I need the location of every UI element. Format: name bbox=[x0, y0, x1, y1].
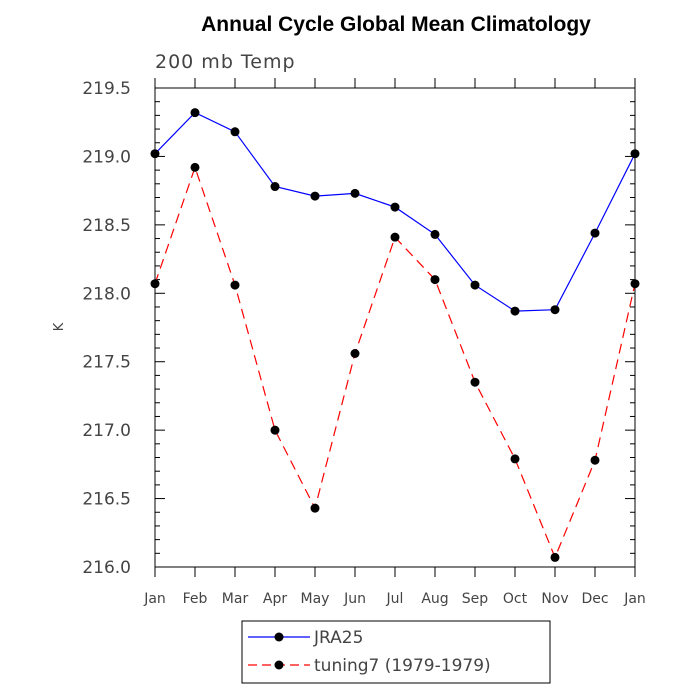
x-tick-label: Feb bbox=[183, 591, 208, 607]
legend-label-tuning7: tuning7 (1979-1979) bbox=[314, 656, 491, 676]
x-tick-label: May bbox=[301, 591, 330, 607]
y-tick-label: 219.0 bbox=[82, 147, 131, 167]
data-point bbox=[230, 280, 240, 290]
x-tick-label: Jan bbox=[143, 591, 166, 607]
data-point bbox=[550, 305, 560, 315]
data-point bbox=[190, 108, 200, 118]
data-point bbox=[270, 425, 280, 435]
data-point bbox=[190, 162, 200, 172]
data-point bbox=[350, 188, 360, 198]
axis-ticks bbox=[154, 78, 636, 577]
y-tick-label: 219.5 bbox=[82, 79, 131, 99]
y-tick-label: 217.5 bbox=[82, 353, 131, 373]
x-tick-label: Dec bbox=[581, 591, 608, 607]
x-tick-label: Sep bbox=[462, 591, 489, 607]
x-tick-label: Nov bbox=[541, 591, 568, 607]
y-tick-label: 217.0 bbox=[82, 421, 131, 441]
data-point bbox=[390, 232, 400, 242]
x-tick-label: Jun bbox=[343, 591, 366, 607]
data-point bbox=[310, 191, 320, 201]
series-layer bbox=[150, 108, 640, 562]
chart-title: Annual Cycle Global Mean Climatology bbox=[201, 13, 591, 36]
data-point bbox=[270, 182, 280, 192]
x-tick-label: Jan bbox=[623, 591, 646, 607]
legend-marker-tuning7 bbox=[274, 660, 284, 670]
y-axis-label: K bbox=[52, 322, 67, 331]
data-point bbox=[230, 127, 240, 137]
y-tick-label: 218.5 bbox=[82, 216, 131, 236]
data-point bbox=[550, 552, 560, 562]
data-point bbox=[310, 503, 320, 513]
data-point bbox=[430, 275, 440, 285]
x-tick-label: Aug bbox=[421, 591, 448, 607]
legend-marker-jra25 bbox=[274, 632, 284, 642]
x-tick-label: Jul bbox=[386, 591, 404, 607]
data-point bbox=[470, 280, 480, 290]
series-line-tuning7 bbox=[154, 165, 636, 559]
data-point bbox=[390, 202, 400, 212]
y-tick-label: 216.5 bbox=[82, 490, 131, 510]
plot-frame bbox=[154, 87, 636, 568]
data-point bbox=[430, 229, 440, 239]
y-tick-label: 218.0 bbox=[82, 284, 131, 304]
chart-subtitle: 200 mb Temp bbox=[155, 51, 296, 73]
data-point bbox=[510, 454, 520, 464]
legend: JRA25 tuning7 (1979-1979) bbox=[241, 620, 551, 684]
x-tick-label: Oct bbox=[503, 591, 528, 607]
x-tick-label: Mar bbox=[222, 591, 249, 607]
legend-box bbox=[241, 620, 551, 684]
legend-label-jra25: JRA25 bbox=[313, 628, 363, 648]
y-tick-labels: 216.0 216.5 217.0 217.5 218.0 218.5 219.0 219.5 bbox=[82, 79, 131, 578]
data-point bbox=[510, 306, 520, 316]
data-point bbox=[470, 377, 480, 387]
x-tick-label: Apr bbox=[263, 591, 287, 607]
data-point bbox=[590, 455, 600, 465]
data-point bbox=[590, 228, 600, 238]
y-tick-label: 216.0 bbox=[82, 558, 131, 578]
data-point bbox=[350, 349, 360, 359]
x-tick-labels: Jan Feb Mar Apr May Jun Jul Aug Sep Oct Nov Dec Jan bbox=[143, 591, 646, 607]
series-line-jra25 bbox=[154, 111, 636, 312]
